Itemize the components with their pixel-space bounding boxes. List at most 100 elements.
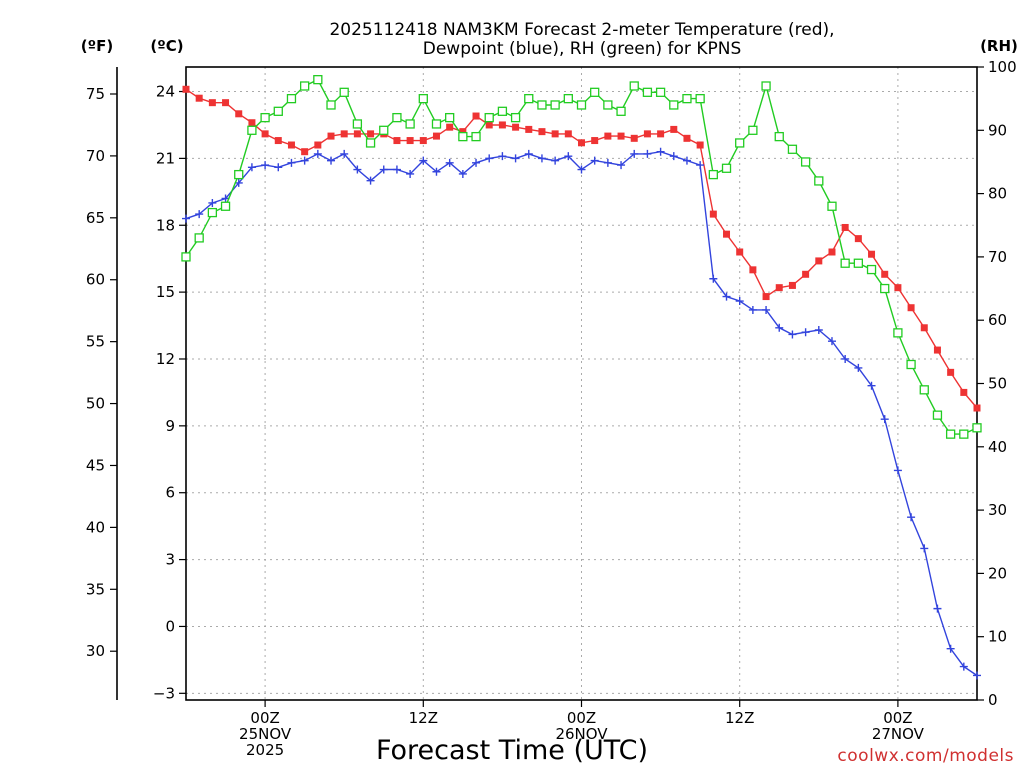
temperature-point xyxy=(775,284,783,292)
rh-point xyxy=(880,283,890,294)
temperature-point xyxy=(854,235,862,243)
dewpoint-point xyxy=(669,152,678,161)
rh-point xyxy=(893,328,903,338)
temperature-point xyxy=(788,281,796,289)
temperature-point xyxy=(551,130,559,138)
fahrenheit-tick-label: 65 xyxy=(86,209,105,227)
rh-series xyxy=(181,75,982,439)
credit-text: coolwx.com/models xyxy=(837,746,1014,766)
dewpoint-point xyxy=(458,169,467,178)
celsius-tick-label: −3 xyxy=(153,684,175,702)
celsius-unit-label: (ºC) xyxy=(150,37,183,55)
rh-point xyxy=(313,75,323,85)
temperature-point xyxy=(459,128,467,136)
temperature-point xyxy=(749,266,757,274)
dewpoint-point xyxy=(485,154,494,163)
rh-point xyxy=(932,410,943,420)
dewpoint-point xyxy=(735,297,744,306)
x-tick-label: 25NOV xyxy=(239,725,292,743)
rh-point xyxy=(774,131,784,142)
rh-point xyxy=(866,264,877,275)
rh-tick-label: 50 xyxy=(988,375,1007,393)
rh-point xyxy=(669,100,679,110)
temperature-series xyxy=(182,85,981,412)
dewpoint-point xyxy=(208,198,217,207)
dewpoint-point xyxy=(472,158,481,167)
dewpoint-point xyxy=(406,169,415,178)
rh-point xyxy=(339,87,349,97)
x-tick-label: 2025 xyxy=(246,741,284,759)
rh-point xyxy=(286,94,297,104)
dewpoint-point xyxy=(827,337,836,346)
rh-point xyxy=(273,106,283,116)
temperature-point xyxy=(947,368,955,376)
rh-point xyxy=(800,157,811,167)
rh-tick-label: 100 xyxy=(988,58,1017,76)
rh-point xyxy=(959,429,969,439)
dewpoint-point xyxy=(353,165,362,174)
temperature-point xyxy=(393,137,401,145)
temperature-point xyxy=(327,132,335,140)
rh-point xyxy=(537,100,547,110)
rh-point xyxy=(234,169,244,180)
dewpoint-point xyxy=(432,167,441,176)
temperature-point xyxy=(881,270,889,278)
temperature-point xyxy=(248,119,256,127)
dewpoint-point xyxy=(366,176,375,185)
rh-point xyxy=(326,100,336,110)
rh-point xyxy=(787,144,798,154)
rh-point xyxy=(919,385,929,395)
axes xyxy=(116,66,978,701)
dewpoint-point xyxy=(907,513,916,522)
temperature-point xyxy=(261,130,269,138)
rh-point xyxy=(735,138,745,148)
temperature-point xyxy=(485,121,493,129)
temperature-point xyxy=(274,137,282,145)
dewpoint-point xyxy=(564,152,573,161)
temperature-point xyxy=(340,130,348,138)
dewpoint-point xyxy=(551,156,560,165)
dewpoint-point xyxy=(643,149,652,158)
rh-point xyxy=(682,94,692,104)
rh-point xyxy=(260,112,270,123)
dewpoint-series xyxy=(182,147,981,680)
fahrenheit-tick-label: 30 xyxy=(86,642,105,660)
temperature-point xyxy=(235,110,243,118)
dewpoint-point xyxy=(973,671,981,680)
rh-tick-label: 40 xyxy=(988,438,1007,456)
temperature-point xyxy=(815,257,823,265)
temperature-point xyxy=(762,293,770,301)
temperature-point xyxy=(195,94,203,102)
x-tick-label: 27NOV xyxy=(872,725,925,743)
tick-labels: −3 0 3 6 9 12 15 18 21 24 30 35 40 45 50 55 60 65 70 75 0 10 2… xyxy=(86,58,1017,759)
temperature-point xyxy=(841,223,849,231)
rh-point xyxy=(510,112,521,123)
rh-point xyxy=(853,258,863,268)
chart-title: 2025112418 NAM3KM Forecast 2-meter Tempe… xyxy=(329,20,834,40)
rh-point xyxy=(431,119,442,129)
temperature-point xyxy=(591,137,599,145)
celsius-tick-label: 24 xyxy=(156,83,175,101)
temperature-point xyxy=(960,388,968,396)
dewpoint-point xyxy=(748,305,757,314)
temperature-point xyxy=(512,123,520,131)
rh-tick-label: 20 xyxy=(988,564,1007,582)
dewpoint-point xyxy=(682,156,691,165)
rh-tick-label: 60 xyxy=(988,311,1007,329)
celsius-tick-label: 15 xyxy=(156,283,175,301)
rh-unit-label: (RH) xyxy=(980,37,1018,55)
dewpoint-point xyxy=(498,152,507,161)
rh-point xyxy=(590,87,600,97)
rh-point xyxy=(642,87,653,97)
rh-point xyxy=(392,112,402,123)
dewpoint-point xyxy=(419,156,428,165)
dewpoint-point xyxy=(841,354,850,363)
temperature-point xyxy=(670,125,678,133)
temperature-point xyxy=(709,210,717,218)
temperature-point xyxy=(630,134,638,142)
rh-tick-label: 30 xyxy=(988,501,1007,519)
temperature-point xyxy=(907,304,915,312)
celsius-tick-label: 6 xyxy=(165,484,175,502)
dewpoint-point xyxy=(327,156,336,165)
